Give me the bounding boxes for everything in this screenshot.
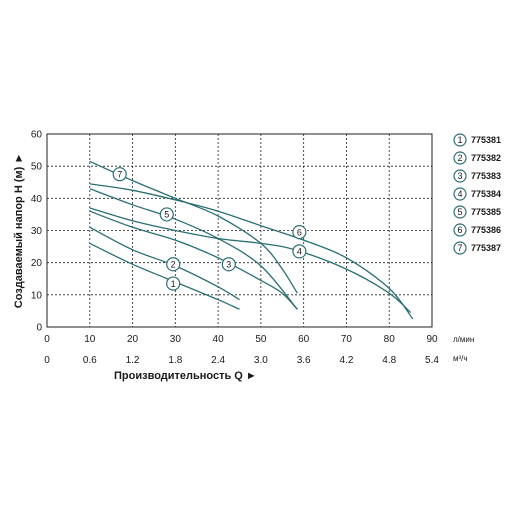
curve-marker-3 bbox=[221, 257, 236, 272]
x2-tick-label: 0 bbox=[44, 355, 50, 366]
curve-marker-1 bbox=[166, 276, 181, 291]
y-tick-label: 0 bbox=[36, 323, 42, 334]
x2-tick-label: 3.6 bbox=[297, 355, 311, 366]
y-tick-label: 30 bbox=[31, 226, 43, 237]
x-tick-label: 50 bbox=[255, 334, 267, 345]
legend-marker-label: 4 bbox=[457, 189, 462, 199]
x2-tick-label: 1.2 bbox=[126, 355, 140, 366]
legend-entry-775387: 775387 bbox=[471, 243, 501, 253]
chart-grid bbox=[47, 134, 432, 327]
curve-marker-label: 1 bbox=[171, 279, 176, 289]
curve-markers: 1 2 3 4 5 6 7 bbox=[112, 167, 307, 291]
x2-tick-label: 2.4 bbox=[211, 355, 225, 366]
legend-marker-label: 7 bbox=[457, 243, 462, 253]
x-tick-label: 40 bbox=[213, 334, 225, 345]
curve-marker-label: 3 bbox=[226, 259, 231, 269]
x-tick-label: 90 bbox=[426, 334, 438, 345]
x2-tick-label: 3.0 bbox=[254, 355, 268, 366]
legend-marker-2 bbox=[453, 151, 467, 165]
curve-775386 bbox=[89, 183, 414, 320]
x-axis-unit-m3h: м³/ч bbox=[453, 354, 468, 363]
x-tick-label: 0 bbox=[44, 334, 50, 345]
legend-entry-775385: 775385 bbox=[471, 207, 501, 217]
curve-775387 bbox=[89, 160, 298, 294]
chart-legend: 1 775381 2 775382 3 775383 4 775384 5 775385 6 7753… bbox=[453, 133, 501, 255]
x-tick-label: 30 bbox=[170, 334, 182, 345]
curve-marker-label: 6 bbox=[297, 227, 302, 237]
x2-tick-label: 4.8 bbox=[382, 355, 396, 366]
legend-entry-775383: 775383 bbox=[471, 171, 501, 181]
pump-curves bbox=[89, 160, 414, 320]
curve-marker-label: 5 bbox=[164, 210, 169, 220]
y-tick-label: 40 bbox=[31, 194, 43, 205]
x-tick-label: 20 bbox=[127, 334, 139, 345]
legend-marker-5 bbox=[453, 205, 467, 219]
curve-marker-label: 4 bbox=[297, 247, 302, 257]
curve-775384 bbox=[89, 207, 412, 313]
plot-area-border bbox=[46, 133, 433, 328]
x2-tick-label: 1.8 bbox=[168, 355, 182, 366]
legend-entry-775386: 775386 bbox=[471, 225, 501, 235]
curve-marker-7 bbox=[112, 167, 127, 182]
x2-tick-label: 0.6 bbox=[83, 355, 97, 366]
curve-775383 bbox=[89, 210, 298, 310]
legend-entry-775382: 775382 bbox=[471, 153, 501, 163]
x-axis-ticks-lpm: 0 10 20 30 40 50 60 70 80 90 bbox=[44, 334, 438, 345]
curve-775381 bbox=[89, 242, 240, 310]
x2-tick-label: 5.4 bbox=[425, 355, 439, 366]
legend-entry-775381: 775381 bbox=[471, 135, 501, 145]
curve-marker-2 bbox=[166, 257, 181, 272]
legend-marker-label: 2 bbox=[457, 153, 462, 163]
x2-tick-label: 4.2 bbox=[339, 355, 353, 366]
y-tick-label: 50 bbox=[31, 162, 43, 173]
legend-marker-label: 1 bbox=[457, 135, 462, 145]
legend-marker-label: 5 bbox=[457, 207, 462, 217]
y-axis-ticks: 0 10 20 30 40 50 60 bbox=[31, 130, 43, 334]
legend-marker-6 bbox=[453, 223, 467, 237]
x-tick-label: 70 bbox=[341, 334, 353, 345]
curve-marker-6 bbox=[292, 225, 307, 240]
x-tick-label: 60 bbox=[298, 334, 310, 345]
curve-775385 bbox=[89, 188, 298, 310]
plot-frame bbox=[46, 133, 433, 328]
curve-marker-label: 2 bbox=[171, 259, 176, 269]
y-tick-label: 20 bbox=[31, 258, 43, 269]
x-axis-ticks-m3h: 0 0.6 1.2 1.8 2.4 3.0 3.6 4.2 4.8 5.4 bbox=[44, 355, 439, 366]
legend-entry-775384: 775384 bbox=[471, 189, 501, 199]
x-tick-label: 80 bbox=[384, 334, 396, 345]
legend-marker-3 bbox=[453, 169, 467, 183]
y-tick-label: 60 bbox=[31, 130, 43, 141]
curve-marker-5 bbox=[159, 207, 174, 222]
y-tick-label: 10 bbox=[31, 290, 43, 301]
legend-marker-7 bbox=[453, 241, 467, 255]
x-axis-unit-lpm: л/мин bbox=[453, 335, 474, 344]
legend-marker-1 bbox=[453, 133, 467, 147]
legend-marker-label: 6 bbox=[457, 225, 462, 235]
curve-marker-label: 7 bbox=[117, 169, 122, 179]
legend-marker-4 bbox=[453, 187, 467, 201]
legend-marker-label: 3 bbox=[457, 171, 462, 181]
curve-marker-4 bbox=[292, 244, 307, 259]
y-axis-title: Создаваемый напор H (м) ► bbox=[13, 153, 25, 308]
x-tick-label: 10 bbox=[84, 334, 96, 345]
x-axis-title: Производительность Q ► bbox=[114, 370, 257, 382]
